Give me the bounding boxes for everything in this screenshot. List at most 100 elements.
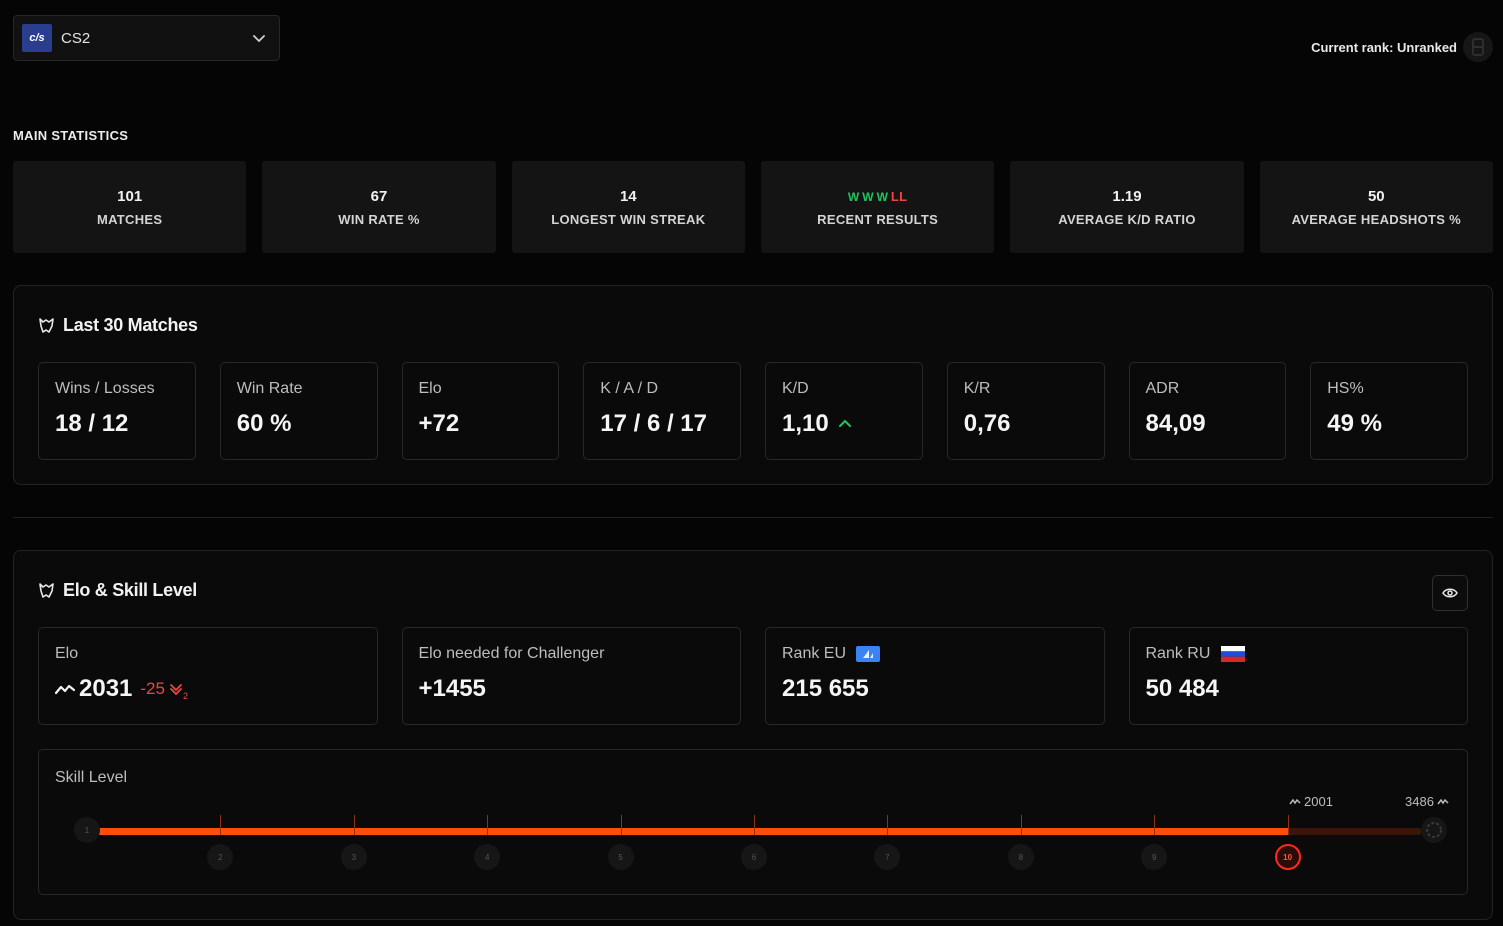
panel-title: Elo & Skill Level: [38, 580, 197, 601]
metric-kr: K/R 0,76: [946, 362, 1105, 460]
skill-tick: [1020, 815, 1022, 835]
metric-value: 0,76: [963, 410, 1011, 437]
trend-line-icon: [55, 684, 75, 695]
double-chevron-down-icon: [170, 684, 182, 696]
elo-skill-title: Elo & Skill Level: [63, 580, 197, 600]
toggle-visibility-button[interactable]: [1432, 575, 1468, 611]
stat-card-recent-results: WWWLL RECENT RESULTS: [760, 161, 995, 253]
metric-label: Win Rate: [236, 380, 303, 397]
metric-value: 60 %: [236, 410, 292, 437]
elo-delta: -25: [140, 679, 165, 698]
stat-label: AVERAGE K/D RATIO: [1058, 211, 1196, 227]
stat-card-average-headshots: 50 AVERAGE HEADSHOTS %: [1259, 161, 1493, 253]
stat-card-longest-win-streak: 14 LONGEST WIN STREAK: [511, 161, 745, 253]
ru-flag-icon: [1220, 645, 1245, 662]
cs2-logo-icon: c/s: [22, 24, 52, 52]
rank-ru-label-wrap: Rank RU: [1146, 645, 1452, 663]
skill-tick: [887, 815, 889, 835]
result-win: W: [876, 189, 891, 204]
result-loss: L: [899, 188, 908, 204]
metric-value: 18 / 12: [55, 410, 129, 437]
trend-line-icon: [1437, 798, 1449, 804]
metric-label: Rank RU: [1145, 645, 1211, 662]
trend-line-icon: [1289, 798, 1301, 804]
metric-value-wrap: 1,10: [782, 410, 906, 438]
elo-value: 2031: [79, 675, 133, 702]
skill-level-2-icon: 2: [207, 844, 234, 870]
current-rank: Current rank: Unranked: [1311, 32, 1493, 62]
wolf-icon: [39, 583, 54, 598]
metric-value: 1,10: [782, 410, 829, 437]
elo-value-wrap: 2031 -25 2: [55, 675, 361, 703]
metric-value: 49 %: [1327, 410, 1382, 437]
skill-tick: [220, 815, 222, 835]
wolf-icon: [39, 318, 54, 333]
metric-value: +1455: [418, 675, 486, 702]
skill-level-5-icon: 5: [607, 844, 634, 870]
metric-kad: K / A / D 17 / 6 / 17: [583, 362, 741, 460]
rank-eu-label-wrap: Rank EU: [782, 645, 1088, 663]
skill-level-3-icon: 3: [340, 844, 367, 870]
challenger-elo-mark-value: 3486: [1405, 794, 1434, 809]
result-loss: L: [890, 188, 900, 204]
result-win: W: [847, 189, 863, 204]
current-rank-label: Current rank: Unranked: [1311, 39, 1457, 55]
metric-label: K / A / D: [600, 380, 659, 397]
skill-level-1-icon: 1: [74, 817, 100, 843]
stat-label: LONGEST WIN STREAK: [551, 211, 706, 227]
stat-value: 101: [117, 187, 143, 205]
skill-tick: [1154, 815, 1156, 835]
metric-value: 215 655: [782, 675, 869, 702]
elo-skill-panel: Elo & Skill Level Elo 2031 -25 2 Elo nee…: [13, 550, 1493, 920]
current-elo-mark-value: 2001: [1304, 794, 1333, 809]
last-30-stats: Wins / Losses 18 / 12 Win Rate 60 % Elo +72…: [38, 362, 1468, 460]
metric-value: 17 / 6 / 17: [600, 410, 707, 437]
rank-eu-card: Rank EU 215 655: [765, 627, 1105, 725]
game-name: CS2: [61, 29, 91, 47]
stat-card-matches: 101 MATCHES: [13, 161, 247, 253]
main-statistics-title: MAIN STATISTICS: [13, 128, 129, 143]
result-win: W: [862, 189, 877, 204]
metric-label: K/R: [963, 380, 991, 397]
section-divider: [13, 517, 1493, 518]
skill-tick: [1287, 815, 1289, 835]
metric-label: Elo: [55, 645, 79, 662]
stat-value: 50: [1367, 187, 1385, 205]
elo-stats: Elo 2031 -25 2 Elo needed for Challenger…: [38, 627, 1468, 725]
elo-card: Elo 2031 -25 2: [38, 627, 378, 725]
skill-tick: [353, 815, 355, 835]
skill-tick: [487, 815, 489, 835]
skill-level-7-icon: 7: [874, 844, 901, 870]
stat-label: AVERAGE HEADSHOTS %: [1291, 211, 1462, 227]
stat-label: MATCHES: [96, 211, 163, 227]
stat-label: WIN RATE %: [338, 211, 420, 227]
metric-adr: ADR 84,09: [1128, 362, 1287, 460]
stat-value: 1.19: [1112, 187, 1142, 205]
skill-level-10-icon: 10: [1274, 844, 1301, 870]
chevron-down-icon: [253, 35, 265, 43]
skill-progress-fill: [87, 828, 1288, 835]
skill-level-4-icon: 4: [474, 844, 501, 870]
metric-win-rate: Win Rate 60 %: [219, 362, 378, 460]
metric-value: 50 484: [1145, 675, 1219, 702]
skill-level-6-icon: 6: [741, 844, 767, 870]
skill-level-8-icon: 8: [1007, 844, 1034, 870]
metric-value: +72: [418, 410, 460, 437]
rank-ru-card: Rank RU 50 484: [1128, 627, 1468, 725]
elo-delta-sub: 2: [182, 691, 188, 701]
stat-value: 14: [619, 187, 637, 205]
arrow-up-icon: [838, 419, 851, 427]
eye-icon: [1442, 588, 1458, 598]
stat-card-average-kd: 1.19 AVERAGE K/D RATIO: [1010, 161, 1244, 253]
metric-label: K/D: [782, 380, 809, 397]
last-30-matches-panel: Last 30 Matches Wins / Losses 18 / 12 Win…: [13, 285, 1493, 485]
metric-kd: K/D 1,10: [765, 362, 923, 460]
metric-label: Elo needed for Challenger: [418, 645, 605, 662]
game-selector[interactable]: c/s CS2: [13, 15, 280, 61]
challenger-level-icon: [1421, 817, 1447, 843]
skill-tick: [754, 815, 755, 835]
main-statistics: 101 MATCHES 67 WIN RATE % 14 LONGEST WIN…: [13, 161, 1493, 253]
stat-label: RECENT RESULTS: [817, 211, 939, 227]
stat-card-win-rate: 67 WIN RATE %: [262, 161, 496, 253]
panel-title: Last 30 Matches: [38, 315, 198, 336]
